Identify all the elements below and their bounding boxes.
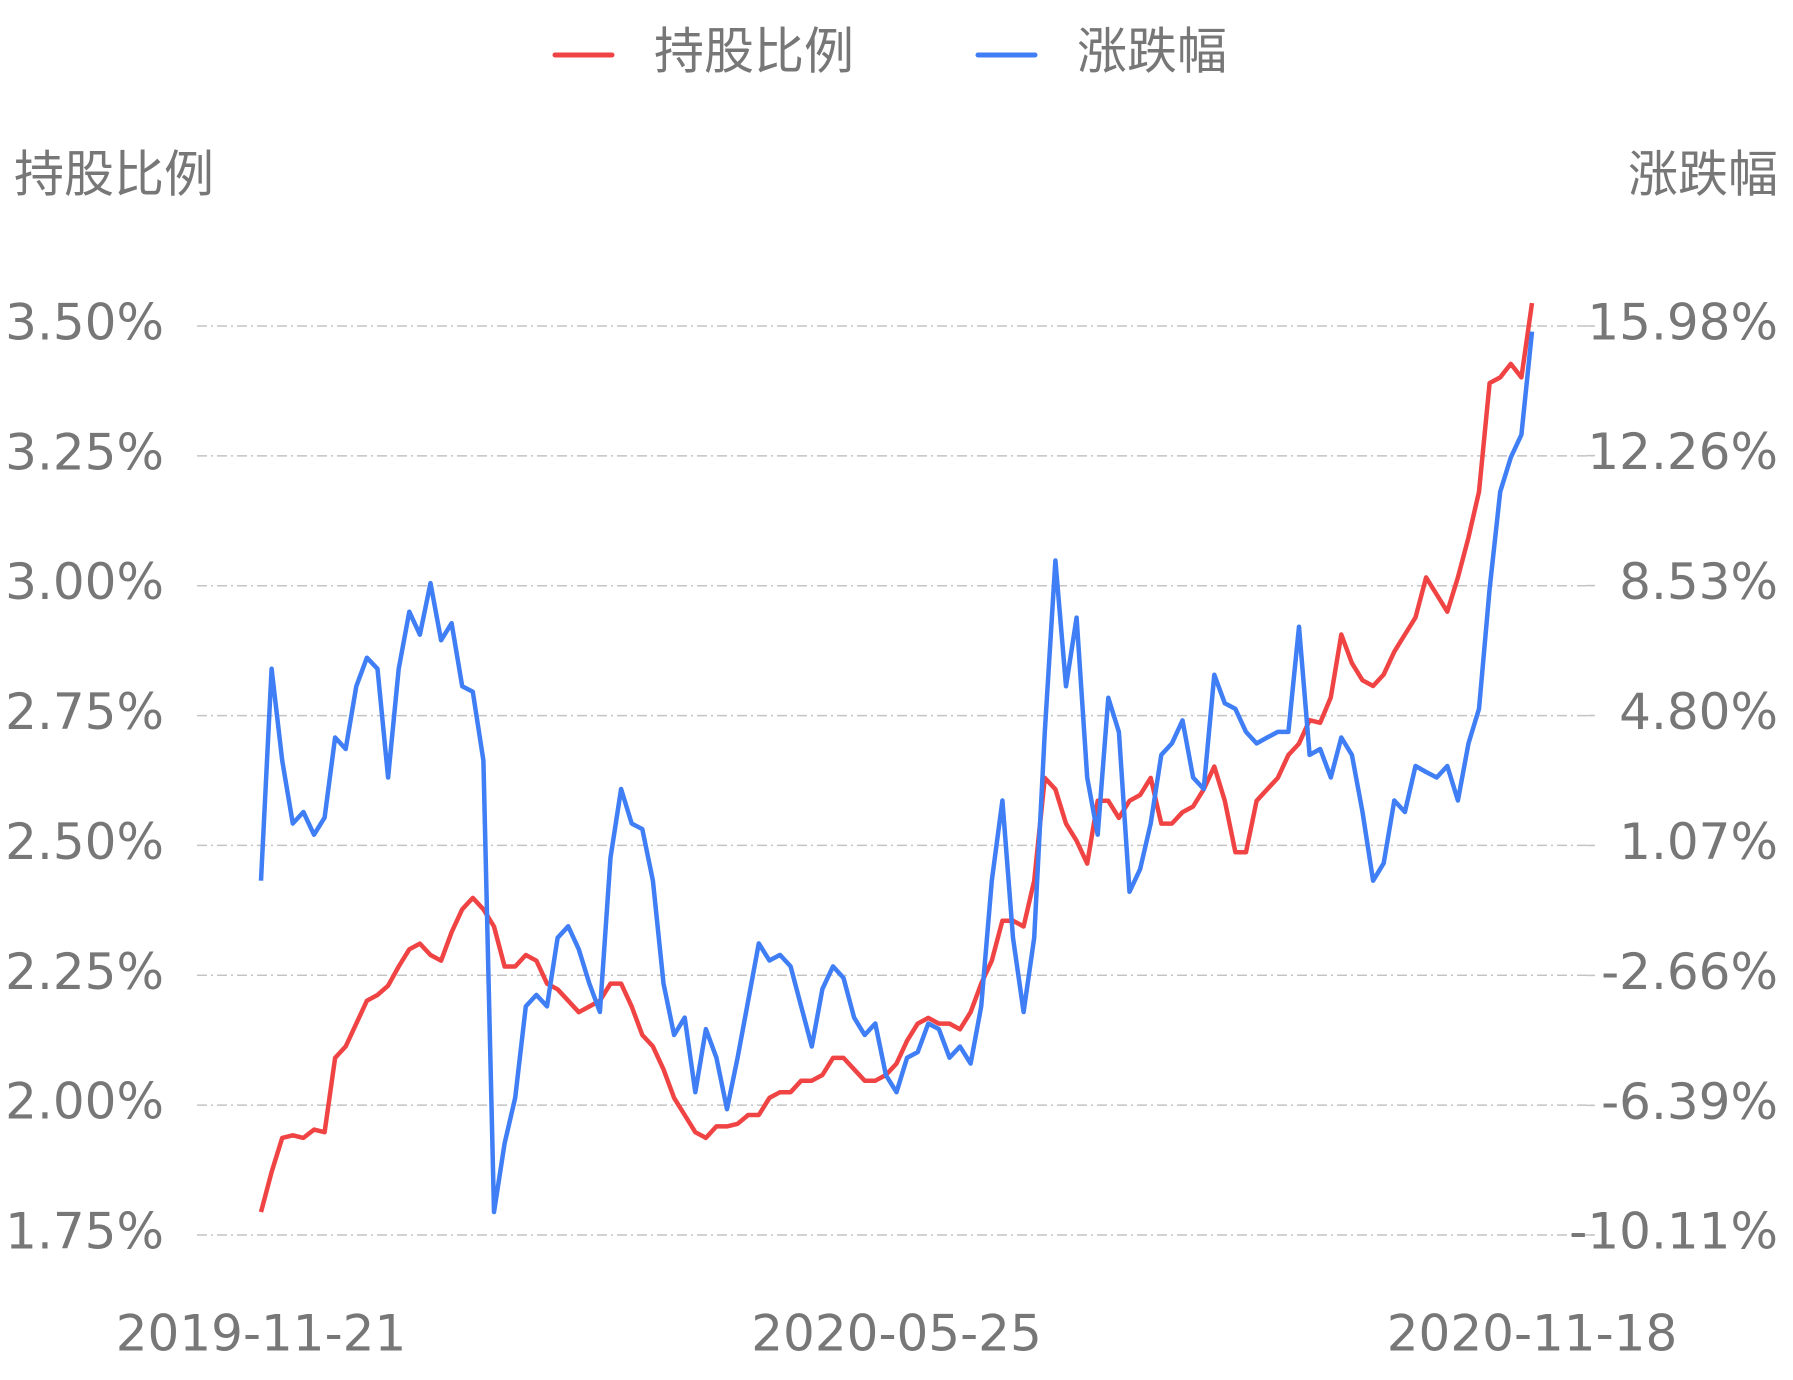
y-tick-label: 1.75% bbox=[5, 1203, 164, 1261]
series-line bbox=[258, 302, 1535, 1213]
x-tick-label: 2020-05-25 bbox=[751, 1305, 1042, 1363]
y-tick-label: 2.25% bbox=[5, 943, 164, 1001]
legend-label: 涨跌幅 bbox=[1077, 23, 1227, 81]
legend-label: 持股比例 bbox=[654, 23, 854, 81]
y-tick-label: 2.50% bbox=[5, 813, 164, 871]
y2-tick-label: 15.98% bbox=[1587, 294, 1778, 352]
x-tick-label: 2020-11-18 bbox=[1387, 1305, 1678, 1363]
y-tick-label: 2.75% bbox=[5, 683, 164, 741]
y-tick-label: 3.25% bbox=[5, 423, 164, 481]
y2-tick-label: -10.11% bbox=[1569, 1203, 1778, 1261]
y-tick-label: 2.00% bbox=[5, 1073, 164, 1131]
y-axis-title: 持股比例 bbox=[14, 146, 214, 204]
y2-tick-label: -2.66% bbox=[1601, 943, 1778, 1001]
y2-tick-label: 8.53% bbox=[1619, 553, 1778, 611]
x-tick-label: 2019-11-21 bbox=[116, 1305, 407, 1363]
y2-tick-label: 1.07% bbox=[1619, 813, 1778, 871]
y2-tick-label: -6.39% bbox=[1601, 1073, 1778, 1131]
series-line bbox=[258, 331, 1535, 1215]
y-tick-label: 3.00% bbox=[5, 553, 164, 611]
y2-axis-title: 涨跌幅 bbox=[1628, 146, 1778, 204]
y2-tick-label: 12.26% bbox=[1587, 423, 1778, 481]
y-tick-label: 3.50% bbox=[5, 294, 164, 352]
y2-tick-label: 4.80% bbox=[1619, 683, 1778, 741]
